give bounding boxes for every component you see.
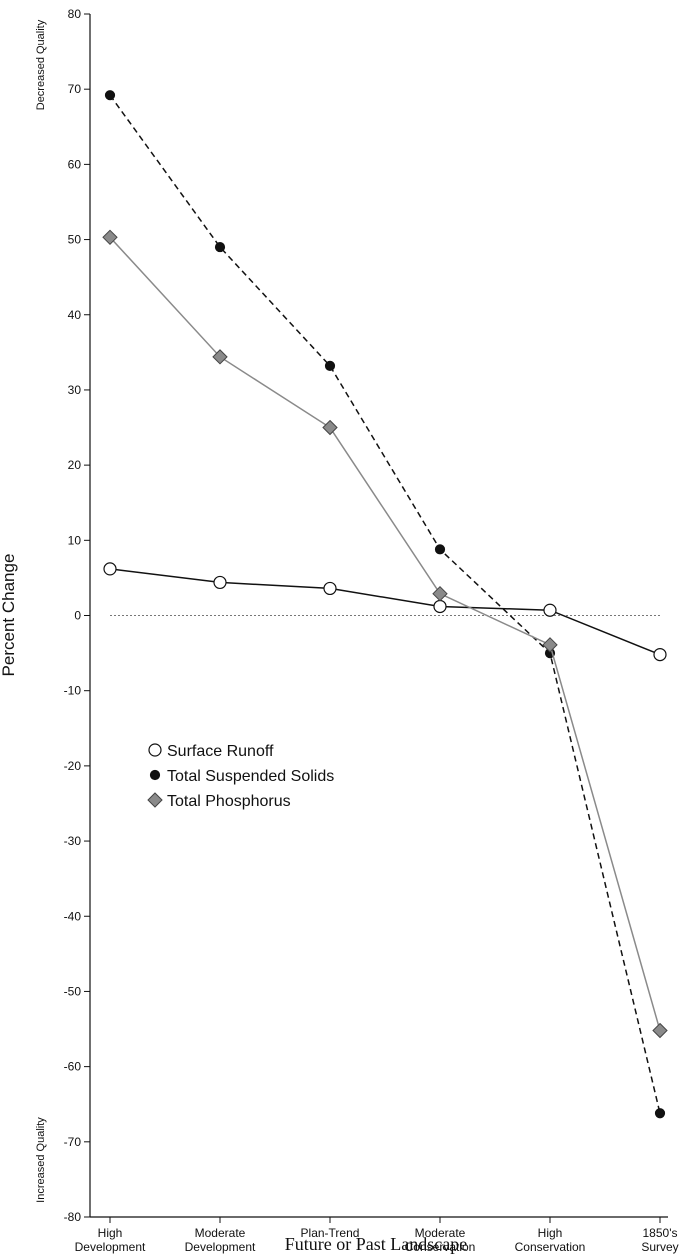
series bbox=[106, 91, 665, 1118]
legend-label: Total Suspended Solids bbox=[167, 768, 334, 785]
chart: Percent Change Future or Past Landscape … bbox=[0, 0, 683, 1260]
top-note: Decreased Quality bbox=[35, 19, 47, 110]
marker bbox=[436, 545, 445, 554]
marker bbox=[653, 1024, 667, 1038]
y-tick-label: 0 bbox=[74, 609, 81, 623]
y-tick-label: -20 bbox=[64, 759, 82, 773]
y-tick-label: 70 bbox=[68, 82, 82, 96]
marker bbox=[656, 1109, 665, 1118]
series bbox=[104, 563, 666, 661]
marker bbox=[323, 421, 337, 435]
marker bbox=[326, 361, 335, 370]
y-tick-label: -80 bbox=[64, 1210, 82, 1224]
y-tick-label: 50 bbox=[68, 233, 82, 247]
marker bbox=[149, 744, 161, 756]
marker bbox=[324, 582, 336, 594]
marker bbox=[434, 600, 446, 612]
marker bbox=[544, 604, 556, 616]
marker bbox=[151, 771, 160, 780]
y-tick-label: -70 bbox=[64, 1135, 82, 1149]
marker bbox=[214, 576, 226, 588]
y-tick-label: 60 bbox=[68, 157, 82, 171]
y-tick-label: 40 bbox=[68, 308, 82, 322]
marker bbox=[106, 91, 115, 100]
y-tick-label: 10 bbox=[68, 533, 82, 547]
marker bbox=[433, 587, 447, 601]
marker bbox=[543, 638, 557, 652]
y-tick-label: -10 bbox=[64, 684, 82, 698]
line bbox=[110, 237, 660, 1030]
bottom-note: Increased Quality bbox=[35, 1117, 47, 1203]
line bbox=[110, 95, 660, 1113]
y-tick-label: 20 bbox=[68, 458, 82, 472]
y-tick-label: -40 bbox=[64, 909, 82, 923]
series bbox=[103, 230, 667, 1037]
y-tick-label: -60 bbox=[64, 1060, 82, 1074]
y-tick-label: 30 bbox=[68, 383, 82, 397]
y-tick-label: -30 bbox=[64, 834, 82, 848]
line bbox=[110, 569, 660, 655]
y-tick-label: -50 bbox=[64, 984, 82, 998]
marker bbox=[216, 243, 225, 252]
legend-label: Total Phosphorus bbox=[167, 793, 291, 810]
marker bbox=[104, 563, 116, 575]
legend-label: Surface Runoff bbox=[167, 743, 274, 760]
x-tick-label: Plan-Trend bbox=[301, 1226, 360, 1240]
marker bbox=[148, 793, 162, 807]
marker bbox=[654, 649, 666, 661]
y-axis-label: Percent Change bbox=[0, 554, 18, 677]
y-tick-label: 80 bbox=[68, 7, 82, 21]
